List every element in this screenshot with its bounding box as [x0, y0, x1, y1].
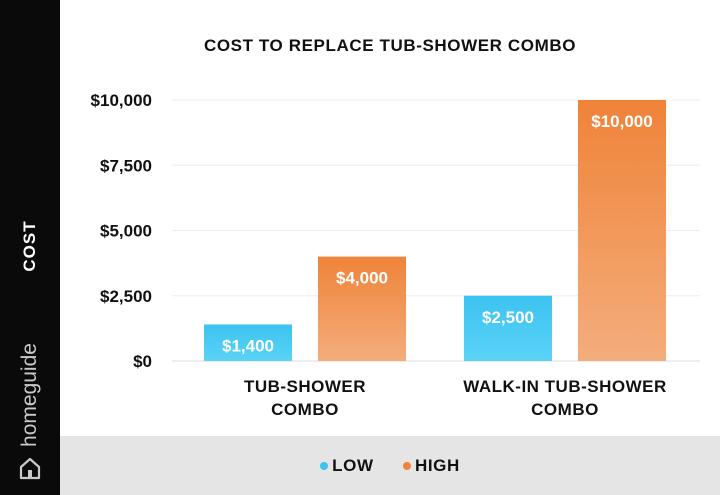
y-tick-label: $7,500	[100, 156, 152, 175]
data-label: $10,000	[591, 112, 652, 131]
legend-item-high: HIGH	[402, 456, 460, 476]
bar-high	[318, 256, 406, 361]
bar-high	[578, 100, 666, 361]
data-label: $2,500	[482, 308, 534, 327]
sidebar: COST homeguide	[0, 0, 60, 495]
legend-item-low: LOW	[320, 456, 373, 476]
x-tick-label: WALK-IN TUB-SHOWER COMBO	[463, 377, 667, 419]
bar-chart: $0 $2,500 $5,000 $7,500 $10,000 $1,400 $2,500 $…	[91, 91, 700, 419]
bar-low	[464, 295, 552, 361]
y-tick-label: $2,500	[100, 287, 152, 306]
legend-label-high: HIGH	[414, 456, 460, 475]
bar-low	[204, 324, 292, 361]
legend-swatch-high	[402, 461, 411, 470]
chart-title: COST TO REPLACE TUB-SHOWER COMBO	[203, 36, 577, 55]
y-tick-label: $0	[133, 352, 152, 371]
y-tick-label: $10,000	[91, 91, 152, 110]
legend: LOW HIGH	[60, 436, 720, 495]
data-label: $1,400	[222, 336, 274, 355]
x-tick-label: TUB-SHOWER COMBO	[244, 377, 366, 419]
y-tick-label: $5,000	[100, 222, 152, 241]
data-label: $4,000	[336, 269, 388, 288]
legend-label-low: LOW	[332, 456, 374, 475]
house-icon	[19, 457, 41, 480]
legend-swatch-low	[320, 461, 329, 470]
